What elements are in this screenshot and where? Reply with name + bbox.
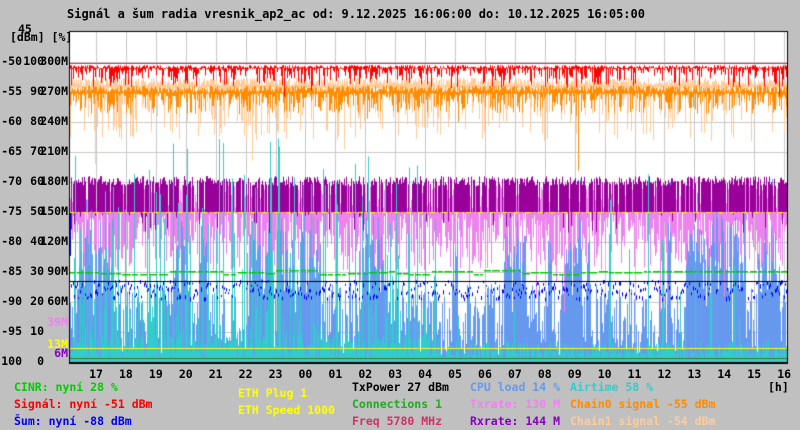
y-pct-label: 20 (30, 294, 44, 308)
y-pct-label: 60 (30, 174, 44, 188)
x-tick-label: 12 (657, 367, 672, 381)
x-axis-unit-label: [h] (768, 380, 789, 394)
y-pct-label: 0 (37, 354, 44, 368)
y-axis-row: -55 90 270M (0, 84, 70, 98)
y-dbm-label: -55 (1, 84, 22, 98)
y-rate-label: 180M (40, 174, 68, 188)
y-pct-label: 90 (30, 84, 44, 98)
legend-item: Chain0 signal -55 dBm (570, 397, 716, 411)
y-rate-label: 240M (40, 114, 68, 128)
y-dbm-label: -85 (1, 264, 22, 278)
y-axis-row: -90 20 60M (0, 294, 70, 308)
legend-item: ETH Plug 1 (238, 386, 308, 400)
legend-item: ETH Speed 1000 (238, 403, 335, 417)
x-tick-label: 22 (238, 367, 253, 381)
x-tick-label: 07 (507, 367, 522, 381)
x-tick-label: 17 (89, 367, 103, 381)
y-pct-label: 70 (30, 144, 44, 158)
x-tick-label: 04 (418, 367, 433, 381)
x-tick-label: 20 (178, 367, 193, 381)
y-dbm-label: -95 (1, 324, 22, 338)
legend-item: CINR: nyní 28 % (14, 380, 118, 394)
legend-item: CPU load 14 % (470, 380, 561, 394)
y-rate-min-label: 39M (47, 315, 68, 329)
y-rate-min-label: 13M (47, 337, 68, 351)
y-axis-row: -100 0 (0, 354, 70, 368)
x-tick-label: 02 (358, 367, 373, 381)
x-tick-label: 16 (777, 367, 792, 381)
legend-item: Signál: nyní -51 dBm (14, 397, 153, 411)
graph-title: Signál a šum radia vresnik_ap2_ac od: 9.… (67, 7, 645, 21)
x-tick-label: 13 (687, 367, 702, 381)
y-rate-label: 150M (40, 204, 68, 218)
y-rate-label: 60M (47, 294, 68, 308)
y-rate-label: 270M (40, 84, 68, 98)
legend-item: Txrate: 130 M (470, 397, 561, 411)
x-tick-label: 15 (747, 367, 762, 381)
x-tick-label: 06 (478, 367, 492, 381)
y-axis-row: -60 80 240M (0, 114, 70, 128)
y-pct-label: 30 (30, 264, 44, 278)
y-axis-row: -75 50 150M (0, 204, 70, 218)
x-tick-label: 23 (268, 367, 283, 381)
y-axis-unit-label: [dBm] [%] (10, 30, 73, 44)
x-tick-label: 14 (717, 367, 732, 381)
x-tick-label: 01 (328, 367, 343, 381)
y-axis-top-label: 45 (18, 22, 32, 36)
x-tick-label: 10 (597, 367, 612, 381)
x-tick-label: 00 (298, 367, 313, 381)
y-rate-label: 90M (47, 264, 68, 278)
legend-item: Chain1 signal -54 dBm (570, 414, 716, 428)
y-pct-label: 10 (30, 324, 44, 338)
x-tick-label: 18 (118, 367, 133, 381)
x-tick-label: 08 (537, 367, 552, 381)
y-pct-label: 50 (30, 204, 44, 218)
y-dbm-label: -75 (1, 204, 22, 218)
x-tick-label: 19 (148, 367, 163, 381)
x-tick-label: 03 (388, 367, 403, 381)
x-tick-label: 11 (627, 367, 642, 381)
x-tick-label: 05 (448, 367, 462, 381)
x-tick-label: 09 (567, 367, 582, 381)
y-axis-row: -95 10 (0, 324, 70, 338)
y-rate-label: 300M (40, 54, 68, 68)
y-dbm-label: -100 (0, 354, 22, 368)
y-axis-row: -50 100 300M (0, 54, 70, 68)
y-rate-label: 210M (40, 144, 68, 158)
x-tick-label: 21 (208, 367, 223, 381)
y-dbm-label: -80 (1, 234, 22, 248)
y-dbm-label: -60 (1, 114, 22, 128)
y-pct-label: 100 (23, 54, 44, 68)
y-dbm-label: -50 (1, 54, 22, 68)
legend-item: Freq 5780 MHz (352, 414, 443, 428)
y-axis-row: -70 60 180M (0, 174, 70, 188)
y-rate-min-label: 6M (54, 346, 68, 360)
y-pct-label: 40 (30, 234, 44, 248)
y-axis-row: -85 30 90M (0, 264, 70, 278)
y-dbm-label: -90 (1, 294, 22, 308)
y-dbm-label: -65 (1, 144, 22, 158)
y-pct-label: 80 (30, 114, 44, 128)
y-axis-row: -80 40 120M (0, 234, 70, 248)
y-axis-row: -65 70 210M (0, 144, 70, 158)
legend-item: Connections 1 (352, 397, 443, 411)
legend-item: Šum: nyní -88 dBm (14, 414, 132, 428)
y-rate-label: 120M (40, 234, 68, 248)
y-dbm-label: -70 (1, 174, 22, 188)
legend-item: TxPower 27 dBm (352, 380, 449, 394)
legend-item: Airtime 58 % (570, 380, 654, 394)
legend-item: Rxrate: 144 M (470, 414, 561, 428)
